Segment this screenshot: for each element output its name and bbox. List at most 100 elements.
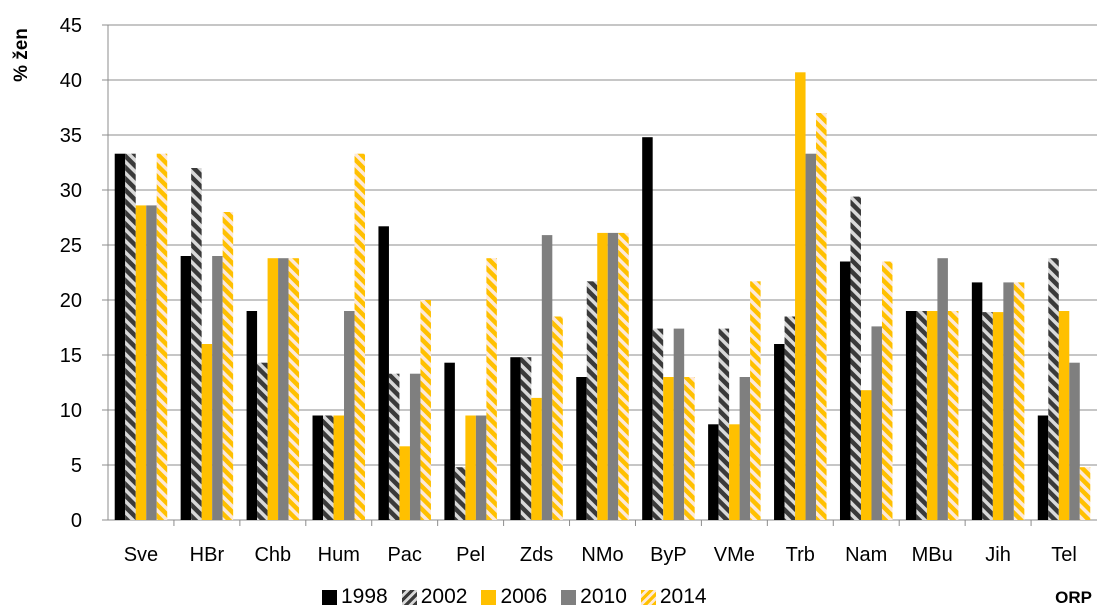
bar-2010-ByP [673,328,685,520]
x-tick-label: VMe [714,544,755,566]
x-tick-label: NMo [581,544,623,566]
y-tick-label: 30 [60,180,82,202]
bar-2010-Jih [1003,282,1014,520]
y-tick-label: 10 [60,400,82,422]
legend-label: 2010 [580,585,627,608]
bar-2002-Hum [323,415,334,520]
y-tick-label: 0 [71,510,82,532]
bar-2010-Zds [541,235,553,520]
bar-2006-Hum [333,415,345,520]
bar-2006-Pel [465,415,476,520]
bar-2006-Chb [267,258,279,520]
bar-1998-ByP [642,137,653,520]
legend-label: 2002 [420,585,468,608]
x-axis-title: ORP [1055,588,1092,607]
y-tick-labels: 0 5 10 15 20 25 30 35 40 45 [60,15,82,532]
bar-2006-Trb [795,72,806,521]
x-tick-label: Pac [387,544,421,566]
bar-2002-Zds [520,357,532,520]
bar-2006-Sve [135,205,147,520]
bar-2006-Nam [860,390,872,520]
bar-1998-Nam [839,261,851,520]
bar-2006-Zds [531,397,542,520]
bar-2006-HBr [201,344,213,520]
bar-2002-Sve [125,153,136,520]
bar-2002-HBr [191,168,202,520]
bar-2014-NMo [618,232,629,520]
bar-2006-NMo [597,232,608,520]
bar-2014-Hum [354,153,366,520]
bar-2006-ByP [663,377,674,520]
bar-2014-VMe [750,281,761,520]
bar-2010-Chb [278,258,289,520]
bar-2014-Pac [420,300,431,520]
bar-2014-MBu [947,311,959,520]
bar-2010-Pac [409,373,421,520]
y-tick-label: 35 [60,125,82,147]
y-tick-label: 40 [60,70,82,92]
x-tick-label: HBr [190,544,225,566]
bar-2010-MBu [937,258,948,520]
x-tick-labels: Sve HBr Chb Hum Pac Pel Zds NMo ByP VMe Trb Nam MBu J… [124,544,1077,566]
bar-2010-Pel [475,415,487,520]
bar-1998-Pac [378,226,389,521]
y-tick-label: 5 [71,455,82,477]
bar-1998-Chb [246,311,258,520]
legend-item: 2014 [640,585,707,609]
bar-2002-Nam [850,196,861,520]
bar-2002-Pel [454,467,466,520]
bar-2002-Trb [784,316,796,520]
legend-item: 2010 [561,585,627,609]
bar-2006-Jih [992,312,1004,520]
x-tick-label: Zds [520,544,553,566]
legend-swatch [561,589,577,605]
x-tick-label: Sve [124,544,158,566]
bar-2010-Tel [1069,362,1080,520]
bar-1998-Trb [774,344,785,520]
bar-2014-Sve [156,153,168,520]
bar-1998-VMe [708,424,719,520]
bar-1998-Sve [114,153,126,520]
bar-2002-MBu [916,311,927,520]
bar-2002-Pac [388,373,400,520]
bar-1998-HBr [180,256,192,520]
bar-1998-Jih [971,282,983,520]
x-tick-label: Jih [985,544,1011,566]
y-axis-title: % žen [11,28,32,82]
y-tick-label: 25 [60,235,82,257]
legend-label: 2014 [659,585,707,608]
bar-2010-NMo [607,232,619,520]
bar-2014-HBr [222,212,234,520]
x-tick-label: Hum [318,544,360,566]
bar-2010-Sve [146,205,157,520]
y-tick-label: 15 [60,345,82,367]
x-tick-label: Nam [845,544,887,566]
legend-item: 2002 [401,585,468,609]
legend-swatch [481,589,497,605]
bar-2002-Jih [982,312,993,520]
legend-item: 1998 [322,585,388,609]
bar-2006-Tel [1058,311,1070,520]
x-tick-label: Trb [786,544,815,566]
bar-2014-Trb [816,113,827,520]
bar-2010-Hum [344,311,355,520]
legend-item: 2006 [481,585,547,609]
x-tick-label: MBu [912,544,953,566]
bar-2014-Pel [486,258,497,520]
x-tick-label: Chb [254,544,291,566]
bar-1998-Zds [510,357,521,520]
bar-2010-Nam [871,326,882,520]
bar-2002-VMe [718,328,730,520]
bar-1998-Pel [444,362,455,520]
bar-2010-HBr [212,256,223,520]
legend-swatch [640,589,656,605]
bars [114,72,1091,521]
bar-2014-Nam [881,261,893,520]
legend-label: 1998 [341,585,388,608]
bar-1998-MBu [905,311,917,520]
legend-swatch [401,589,417,605]
bar-2002-Tel [1048,258,1059,520]
bar-2006-VMe [729,424,740,520]
x-tick-label: Pel [456,544,485,566]
bar-2006-MBu [926,311,938,520]
